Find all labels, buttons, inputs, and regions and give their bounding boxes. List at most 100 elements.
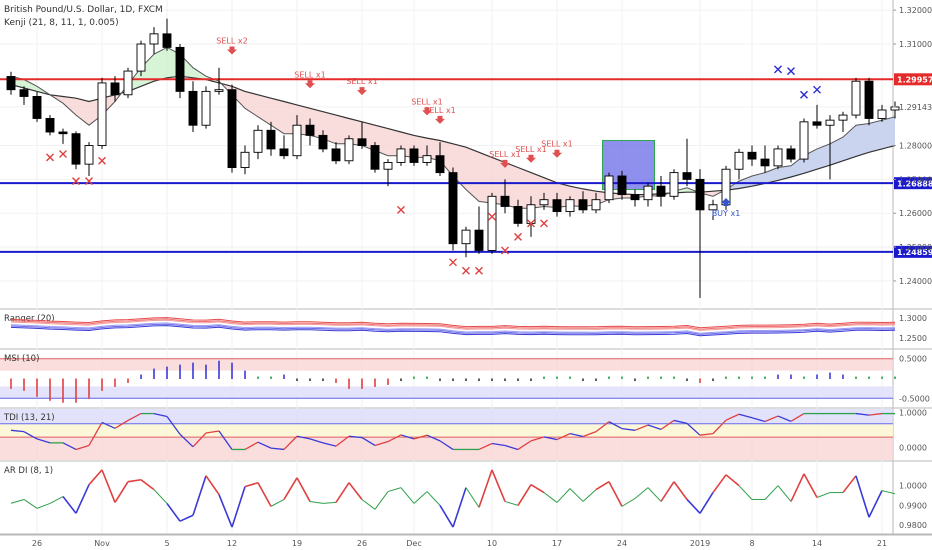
level-label: 1.26888 (897, 179, 932, 188)
candle-bull[interactable] (565, 199, 575, 212)
x-marker-red-icon (514, 232, 522, 241)
candle-bear[interactable] (552, 199, 562, 212)
candle-bull[interactable] (591, 199, 601, 211)
candle-bear[interactable] (656, 185, 666, 197)
ardi-line-segment (426, 491, 441, 506)
tdi-tick-label: 1.0000 (899, 409, 927, 418)
sell-arrow-icon (305, 80, 315, 89)
tdi-pane: TDI (13, 21) (0, 409, 895, 460)
candle-bull[interactable] (383, 162, 393, 170)
candle-bull[interactable] (708, 204, 718, 211)
candle-bull[interactable] (643, 185, 653, 201)
tdi-line-segment (270, 447, 285, 451)
candle-bull[interactable] (240, 151, 250, 168)
candle-bear[interactable] (305, 124, 315, 136)
candle-bear[interactable] (162, 33, 172, 48)
tdi-line-segment (543, 436, 558, 441)
date-tick-label: 8 (749, 539, 754, 548)
candle-bear[interactable] (500, 195, 510, 207)
candle-bull[interactable] (890, 106, 900, 111)
candle-bull[interactable] (851, 80, 861, 116)
x-marker-red-icon (475, 266, 483, 275)
candle-bull[interactable] (84, 145, 94, 165)
date-tick-label: 12 (227, 539, 237, 548)
date-tick-label: 19 (292, 539, 302, 548)
candle-bear[interactable] (32, 96, 42, 119)
candle-bull[interactable] (396, 148, 406, 163)
ranger-pane: Ranger (20) (4, 314, 896, 337)
ardi-line-segment (309, 500, 324, 504)
candle-bull[interactable] (123, 70, 133, 96)
candle-bull[interactable] (422, 155, 432, 163)
candle-bull[interactable] (734, 151, 744, 170)
candle-bear[interactable] (58, 131, 68, 135)
candle-bull[interactable] (825, 119, 835, 126)
x-marker-red-icon (98, 156, 106, 165)
ardi-line-segment (816, 492, 831, 498)
candle-bear[interactable] (6, 76, 16, 91)
candle-bear[interactable] (110, 82, 120, 96)
candle-bear[interactable] (695, 178, 705, 211)
candle-bull[interactable] (253, 129, 263, 153)
tdi-line-segment (751, 417, 766, 423)
candle-bear[interactable] (760, 158, 770, 167)
tdi-line-segment (855, 412, 870, 416)
candle-bull[interactable] (604, 175, 614, 201)
cloud-segment (258, 94, 271, 126)
candle-bear[interactable] (786, 148, 796, 160)
candle-bull[interactable] (838, 114, 848, 121)
candle-bull[interactable] (292, 124, 302, 157)
tdi-line-segment (686, 422, 701, 436)
candle-bear[interactable] (318, 134, 328, 150)
candle-bear[interactable] (370, 145, 380, 170)
candle-bear[interactable] (630, 194, 640, 201)
candle-bull[interactable] (201, 90, 211, 126)
sell-arrow-icon (227, 46, 237, 55)
candle-bull[interactable] (136, 43, 146, 72)
candle-bear[interactable] (227, 89, 237, 168)
candle-bear[interactable] (279, 148, 289, 157)
ardi-line-segment (88, 469, 103, 486)
candle-bull[interactable] (773, 148, 783, 167)
date-tick-label: 26 (357, 539, 367, 548)
candle-bear[interactable] (71, 133, 81, 165)
ardi-line-segment (790, 473, 805, 502)
candle-bull[interactable] (214, 89, 224, 92)
x-marker-red-icon (85, 177, 93, 186)
cloud-segment (245, 91, 258, 117)
cloud-segment (440, 140, 453, 176)
candle-bear[interactable] (331, 148, 341, 162)
candle-bull[interactable] (97, 82, 107, 146)
cloud-segment (466, 147, 479, 202)
candle-bull[interactable] (669, 172, 679, 197)
candle-bear[interactable] (864, 80, 874, 119)
candle-bull[interactable] (539, 199, 549, 206)
candle-bear[interactable] (175, 46, 185, 92)
candle-bear[interactable] (682, 172, 692, 180)
candle-bear[interactable] (578, 199, 588, 211)
x-marker-red-icon (540, 219, 548, 228)
candle-bear[interactable] (19, 89, 29, 97)
candle-bear[interactable] (617, 175, 627, 196)
sell-arrow-icon (526, 154, 536, 163)
sell-arrow-icon (552, 149, 562, 158)
candle-bull[interactable] (799, 121, 809, 160)
candle-bear[interactable] (812, 121, 822, 126)
candle-bear[interactable] (409, 148, 419, 163)
candle-bull[interactable] (487, 195, 497, 251)
candle-bull[interactable] (344, 138, 354, 162)
candle-bull[interactable] (461, 229, 471, 245)
candle-bull[interactable] (149, 33, 159, 45)
candle-bear[interactable] (266, 129, 276, 150)
candle-bear[interactable] (474, 229, 484, 251)
candle-bear[interactable] (357, 138, 367, 146)
candle-bear[interactable] (45, 118, 55, 133)
ardi-line-segment (595, 481, 610, 491)
candle-bull[interactable] (877, 109, 887, 119)
candle-bear[interactable] (435, 155, 445, 174)
candle-bear[interactable] (513, 206, 523, 224)
candle-bear[interactable] (747, 151, 757, 160)
candle-bear[interactable] (448, 172, 458, 245)
candle-bear[interactable] (188, 90, 198, 126)
